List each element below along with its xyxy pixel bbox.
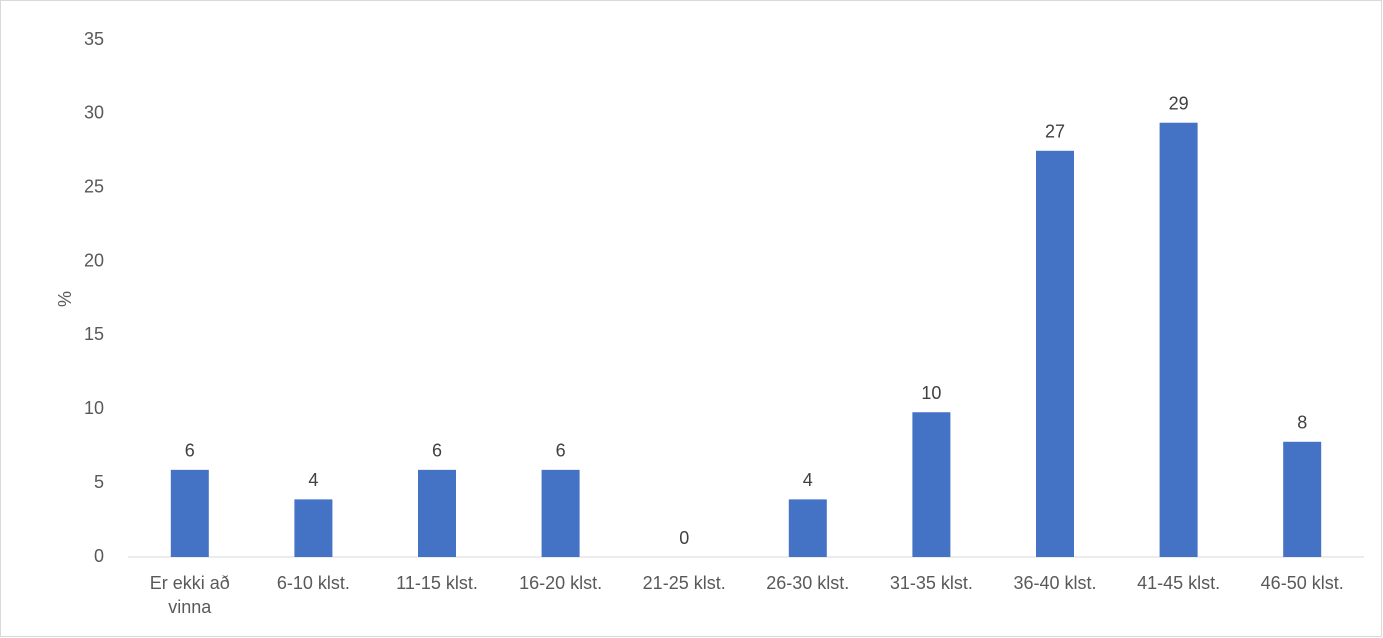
y-tick-labels: 0 5 10 15 20 25 30 35 [84, 29, 104, 566]
bar [294, 499, 333, 557]
bar [541, 469, 580, 557]
bar [788, 499, 827, 557]
bar [1283, 441, 1322, 557]
bar [170, 469, 209, 557]
y-axis-title: % [55, 291, 75, 307]
category-label: 36-40 klst. [1013, 573, 1096, 593]
y-tick-label: 25 [84, 176, 104, 196]
category-label: 6-10 klst. [277, 573, 350, 593]
category-label: 46-50 klst. [1261, 573, 1344, 593]
bar-data-label: 6 [432, 441, 442, 461]
bar [418, 469, 456, 557]
bar-data-label: 10 [921, 383, 941, 403]
bar-data-label: 6 [556, 441, 566, 461]
category-label: 26-30 klst. [766, 573, 849, 593]
y-tick-label: 0 [94, 546, 104, 566]
y-tick-label: 10 [84, 398, 104, 418]
bar-data-label: 6 [185, 441, 195, 461]
bar-data-label: 27 [1045, 122, 1065, 142]
category-label: 41-45 klst. [1137, 573, 1220, 593]
category-label: Er ekki að vinna [150, 573, 230, 617]
y-tick-label: 5 [94, 472, 104, 492]
bar [1159, 122, 1198, 557]
bar-data-label: 29 [1169, 93, 1189, 113]
category-label: 21-25 klst. [643, 573, 726, 593]
data-labels: 6 4 6 6 0 4 10 27 29 8 [185, 93, 1307, 547]
bar-data-label: 0 [679, 528, 689, 548]
category-label: 31-35 klst. [890, 573, 973, 593]
bar-data-label: 8 [1297, 413, 1307, 433]
category-label: 11-15 klst. [396, 573, 478, 593]
y-tick-label: 15 [84, 324, 104, 344]
category-labels: Er ekki að vinna 6-10 klst. 11-15 klst. 16-2… [150, 573, 1344, 617]
y-tick-label: 30 [84, 103, 104, 123]
bar-data-label: 4 [308, 470, 318, 490]
bar [912, 412, 951, 557]
y-tick-label: 20 [84, 250, 104, 270]
y-tick-label: 35 [84, 29, 104, 49]
bar [1036, 150, 1074, 558]
bar-data-label: 4 [803, 470, 813, 490]
category-label: 16-20 klst. [519, 573, 602, 593]
bars [170, 122, 1322, 558]
